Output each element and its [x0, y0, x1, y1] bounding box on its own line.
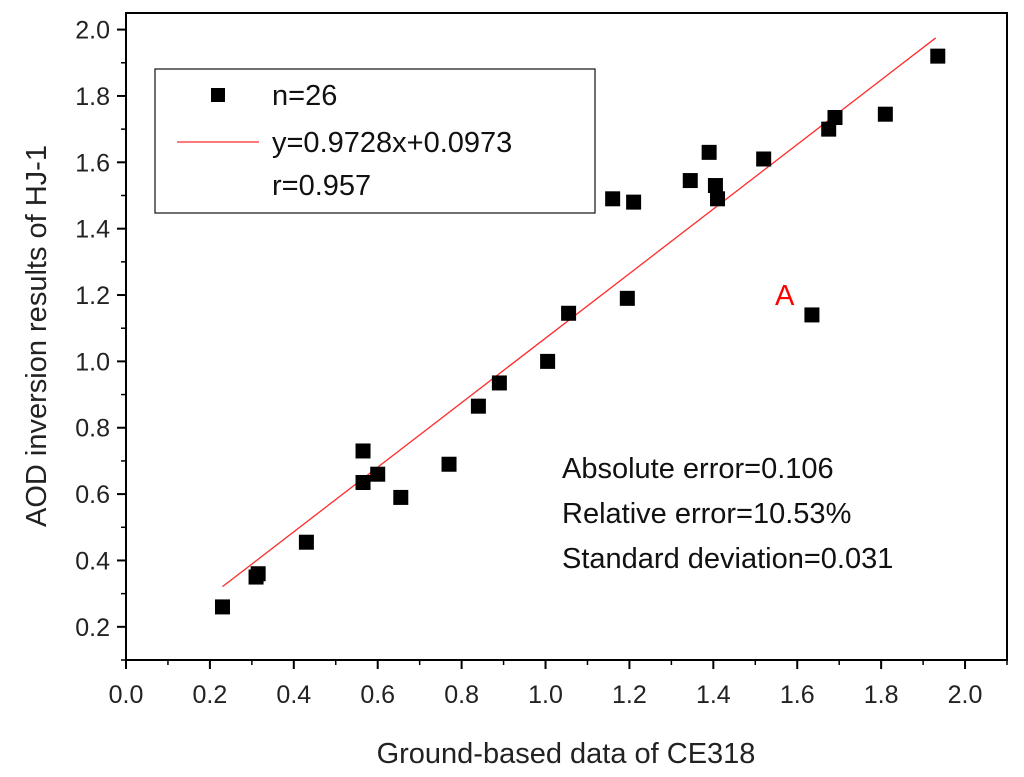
- stat-absolute-error: Absolute error=0.106: [562, 453, 834, 485]
- y-tick-label: 0.6: [75, 481, 110, 509]
- data-point: [441, 456, 457, 472]
- legend-entry-r: r=0.957: [272, 170, 371, 202]
- data-point: [605, 191, 621, 207]
- y-tick-label: 0.8: [75, 415, 110, 443]
- x-tick-label: 0.2: [193, 681, 228, 709]
- point-a-label: A: [775, 280, 795, 312]
- data-point: [701, 144, 717, 160]
- legend-marker-square: [211, 88, 225, 102]
- data-point: [355, 474, 371, 490]
- data-point: [626, 194, 642, 210]
- y-axis-ticks: 0.2 0.4 0.6 0.8 1.0 1.2 1.4 1.6 1.8 2.0: [75, 17, 126, 661]
- y-tick-label: 1.2: [75, 282, 110, 310]
- data-point: [393, 489, 409, 505]
- data-point: [540, 353, 556, 369]
- data-point: [250, 566, 266, 582]
- data-point: [370, 466, 386, 482]
- data-point: [682, 173, 698, 189]
- data-point: [710, 191, 726, 207]
- x-tick-label: 1.8: [864, 681, 899, 709]
- stat-relative-error: Relative error=10.53%: [562, 498, 851, 530]
- x-tick-label: 0.0: [109, 681, 144, 709]
- stat-standard-deviation: Standard deviation=0.031: [562, 543, 893, 575]
- data-point: [470, 398, 486, 414]
- data-point: [821, 121, 837, 137]
- x-tick-label: 2.0: [948, 681, 983, 709]
- data-points: [214, 48, 946, 615]
- data-point: [756, 151, 772, 167]
- data-point: [491, 375, 507, 391]
- data-point: [561, 305, 577, 321]
- x-axis-title: Ground-based data of CE318: [377, 738, 756, 770]
- y-tick-label: 1.4: [75, 216, 110, 244]
- data-point: [619, 290, 635, 306]
- legend: n=26 y=0.9728x+0.0973 r=0.957: [154, 68, 596, 214]
- stats-block: Absolute error=0.106 Relative error=10.5…: [562, 453, 893, 575]
- data-point: [877, 106, 893, 122]
- legend-box: [154, 68, 596, 214]
- plot-frame: [125, 12, 1008, 661]
- x-tick-label: 1.4: [696, 681, 731, 709]
- x-tick-label: 1.2: [612, 681, 647, 709]
- y-tick-label: 1.8: [75, 83, 110, 111]
- y-axis-title: AOD inversion results of HJ-1: [21, 145, 53, 527]
- legend-entry-equation: y=0.9728x+0.0973: [272, 127, 512, 159]
- x-tick-label: 0.4: [276, 681, 311, 709]
- y-tick-label: 1.6: [75, 149, 110, 177]
- y-tick-label: 2.0: [75, 17, 110, 45]
- data-point: [930, 48, 946, 64]
- data-point: [707, 178, 723, 194]
- x-axis-ticks: 0.0 0.2 0.4 0.6 0.8 1.0 1.2 1.4 1.6 1.8 2.0: [109, 660, 1008, 709]
- data-point: [827, 110, 843, 126]
- x-tick-label: 1.6: [780, 681, 815, 709]
- y-tick-label: 1.0: [75, 348, 110, 376]
- data-point: [355, 443, 371, 459]
- data-point: [298, 534, 314, 550]
- y-tick-label: 0.2: [75, 614, 110, 642]
- regression-line: [222, 37, 937, 588]
- x-tick-label: 0.6: [360, 681, 395, 709]
- x-tick-label: 0.8: [444, 681, 479, 709]
- data-point: [214, 599, 230, 615]
- legend-entry-n: n=26: [272, 80, 337, 112]
- y-tick-label: 0.4: [75, 547, 110, 575]
- data-point: [804, 307, 820, 323]
- x-tick-label: 1.0: [528, 681, 563, 709]
